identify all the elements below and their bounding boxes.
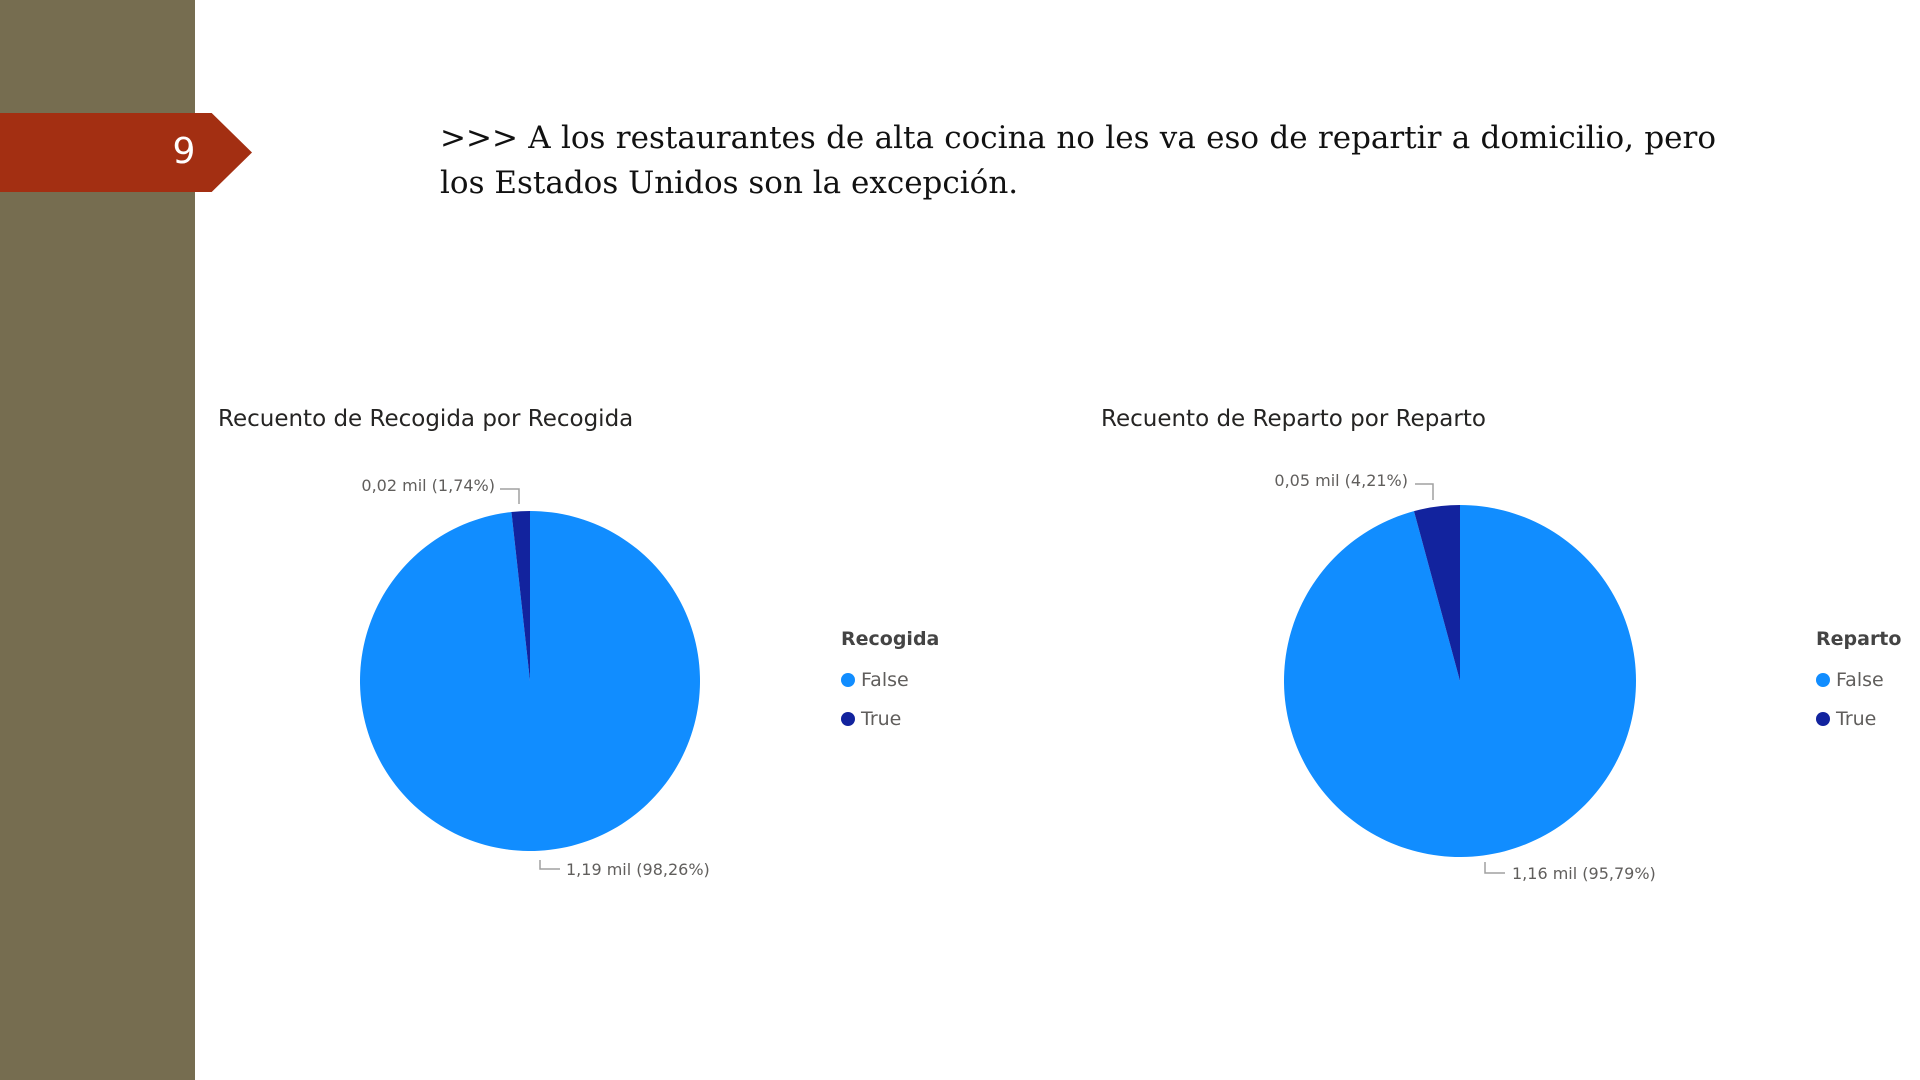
legend-dot-false <box>841 673 855 687</box>
data-label-true: 0,02 mil (1,74%) <box>361 476 495 495</box>
legend-title: Reparto <box>1816 628 1901 650</box>
leader-line-true <box>1415 484 1433 500</box>
data-label-false: 1,19 mil (98,26%) <box>566 860 710 879</box>
leader-line-false <box>540 860 560 869</box>
leader-line-false <box>1485 862 1505 873</box>
legend-label-false: False <box>1836 669 1884 691</box>
legend-label-false: False <box>861 669 909 691</box>
legend-item-false[interactable]: False <box>841 660 939 699</box>
data-label-false: 1,16 mil (95,79%) <box>1512 864 1656 883</box>
legend-dot-true <box>1816 712 1830 726</box>
legend-item-true[interactable]: True <box>1816 699 1901 738</box>
legend-item-false[interactable]: False <box>1816 660 1901 699</box>
legend-label-true: True <box>1836 708 1876 730</box>
legend-label-true: True <box>861 708 901 730</box>
legend-reparto[interactable]: Reparto False True <box>1816 628 1901 738</box>
data-label-true: 0,05 mil (4,21%) <box>1274 471 1408 490</box>
legend-title: Recogida <box>841 628 939 650</box>
legend-item-true[interactable]: True <box>841 699 939 738</box>
leader-line-true <box>500 489 519 504</box>
legend-recogida[interactable]: Recogida False True <box>841 628 939 738</box>
legend-dot-true <box>841 712 855 726</box>
legend-dot-false <box>1816 673 1830 687</box>
